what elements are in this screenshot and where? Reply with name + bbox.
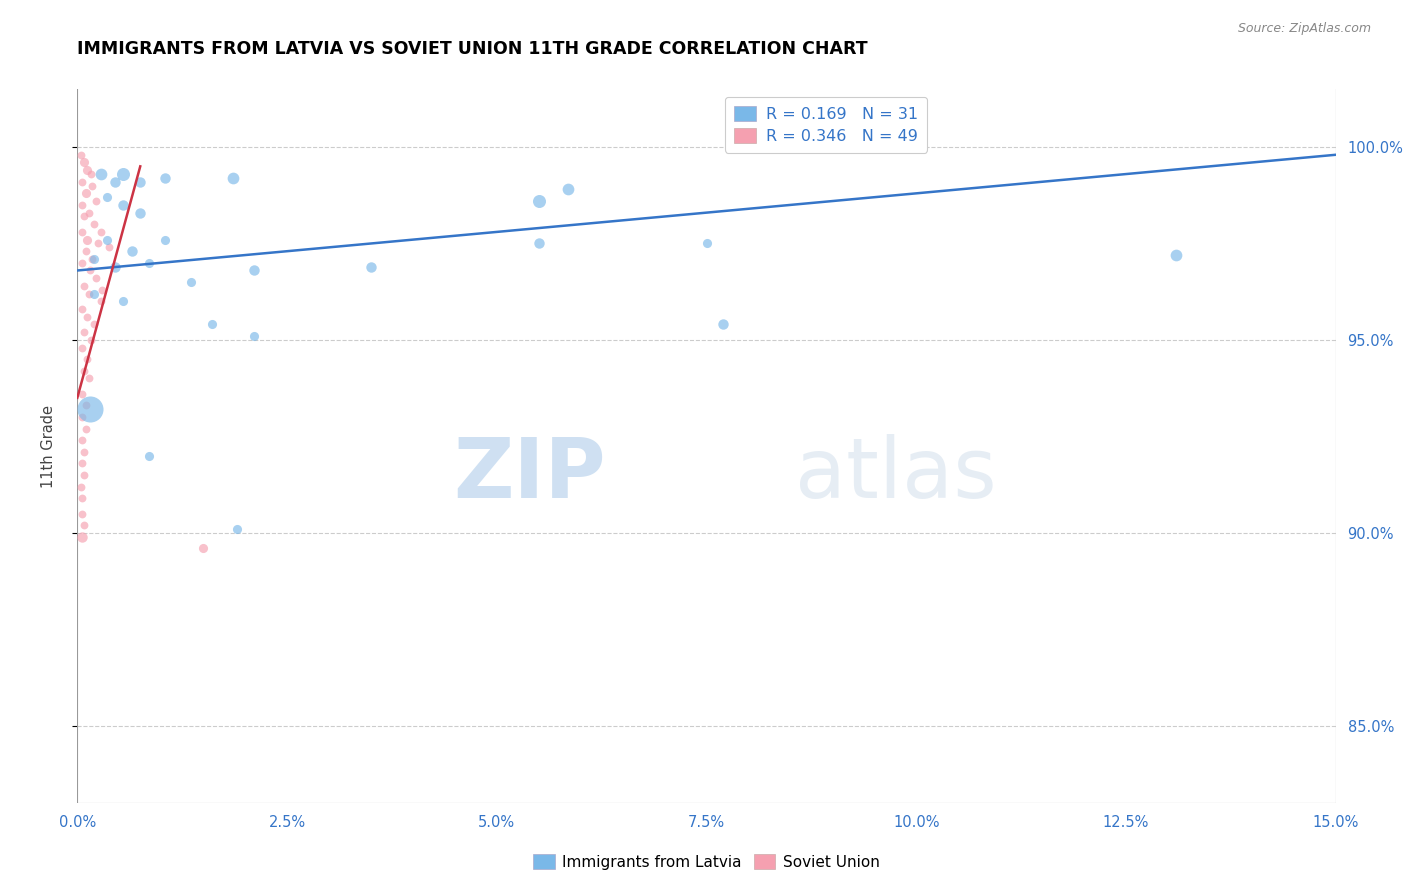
- Point: [83, 286, 105, 301]
- Point: [191, 541, 215, 556]
- Point: [70, 175, 93, 189]
- Point: [70, 530, 93, 544]
- Point: [87, 236, 110, 251]
- Point: [155, 170, 177, 185]
- Point: [84, 194, 107, 208]
- Point: [75, 422, 97, 436]
- Point: [72, 387, 94, 401]
- Point: [129, 175, 152, 189]
- Point: [75, 399, 97, 413]
- Text: ZIP: ZIP: [453, 434, 606, 515]
- Point: [90, 225, 112, 239]
- Point: [70, 507, 93, 521]
- Point: [79, 263, 101, 277]
- Point: [90, 294, 112, 309]
- Point: [112, 167, 135, 181]
- Point: [69, 148, 91, 162]
- Point: [696, 236, 718, 251]
- Point: [79, 402, 101, 417]
- Point: [90, 167, 112, 181]
- Point: [129, 205, 152, 219]
- Point: [72, 256, 94, 270]
- Point: [104, 260, 127, 274]
- Point: [82, 178, 104, 193]
- Point: [77, 286, 100, 301]
- Point: [527, 236, 550, 251]
- Point: [155, 233, 177, 247]
- Point: [242, 263, 264, 277]
- Point: [77, 371, 100, 385]
- Point: [1166, 248, 1188, 262]
- Point: [200, 318, 222, 332]
- Point: [72, 491, 94, 505]
- Point: [96, 190, 118, 204]
- Legend: Immigrants from Latvia, Soviet Union: Immigrants from Latvia, Soviet Union: [526, 847, 887, 877]
- Point: [76, 163, 98, 178]
- Point: [73, 518, 96, 533]
- Point: [73, 364, 96, 378]
- Point: [112, 294, 135, 309]
- Point: [83, 217, 105, 231]
- Point: [98, 240, 121, 254]
- Point: [242, 329, 264, 343]
- Point: [121, 244, 143, 259]
- Point: [557, 182, 579, 196]
- Point: [221, 170, 243, 185]
- Point: [72, 341, 94, 355]
- Point: [73, 325, 96, 339]
- Point: [80, 333, 103, 347]
- Point: [73, 210, 96, 224]
- Point: [75, 186, 97, 201]
- Point: [104, 175, 127, 189]
- Point: [72, 301, 94, 316]
- Point: [82, 252, 104, 266]
- Point: [73, 155, 96, 169]
- Point: [138, 449, 160, 463]
- Point: [83, 252, 105, 266]
- Point: [77, 205, 100, 219]
- Point: [91, 283, 114, 297]
- Point: [80, 167, 103, 181]
- Text: Source: ZipAtlas.com: Source: ZipAtlas.com: [1237, 22, 1371, 36]
- Point: [73, 467, 96, 482]
- Point: [70, 456, 93, 470]
- Point: [360, 260, 382, 274]
- Point: [72, 410, 94, 425]
- Point: [73, 444, 96, 458]
- Point: [69, 479, 91, 493]
- Point: [70, 225, 93, 239]
- Point: [527, 194, 550, 208]
- Text: IMMIGRANTS FROM LATVIA VS SOVIET UNION 11TH GRADE CORRELATION CHART: IMMIGRANTS FROM LATVIA VS SOVIET UNION 1…: [77, 40, 868, 58]
- Point: [72, 198, 94, 212]
- Point: [84, 271, 107, 285]
- Point: [75, 244, 97, 259]
- Point: [225, 522, 247, 536]
- Point: [83, 318, 105, 332]
- Y-axis label: 11th Grade: 11th Grade: [42, 404, 56, 488]
- Point: [711, 318, 734, 332]
- Point: [180, 275, 202, 289]
- Point: [138, 256, 160, 270]
- Point: [112, 198, 135, 212]
- Point: [76, 233, 98, 247]
- Text: atlas: atlas: [794, 434, 997, 515]
- Point: [96, 233, 118, 247]
- Point: [76, 352, 98, 367]
- Point: [76, 310, 98, 324]
- Point: [72, 434, 94, 448]
- Point: [73, 279, 96, 293]
